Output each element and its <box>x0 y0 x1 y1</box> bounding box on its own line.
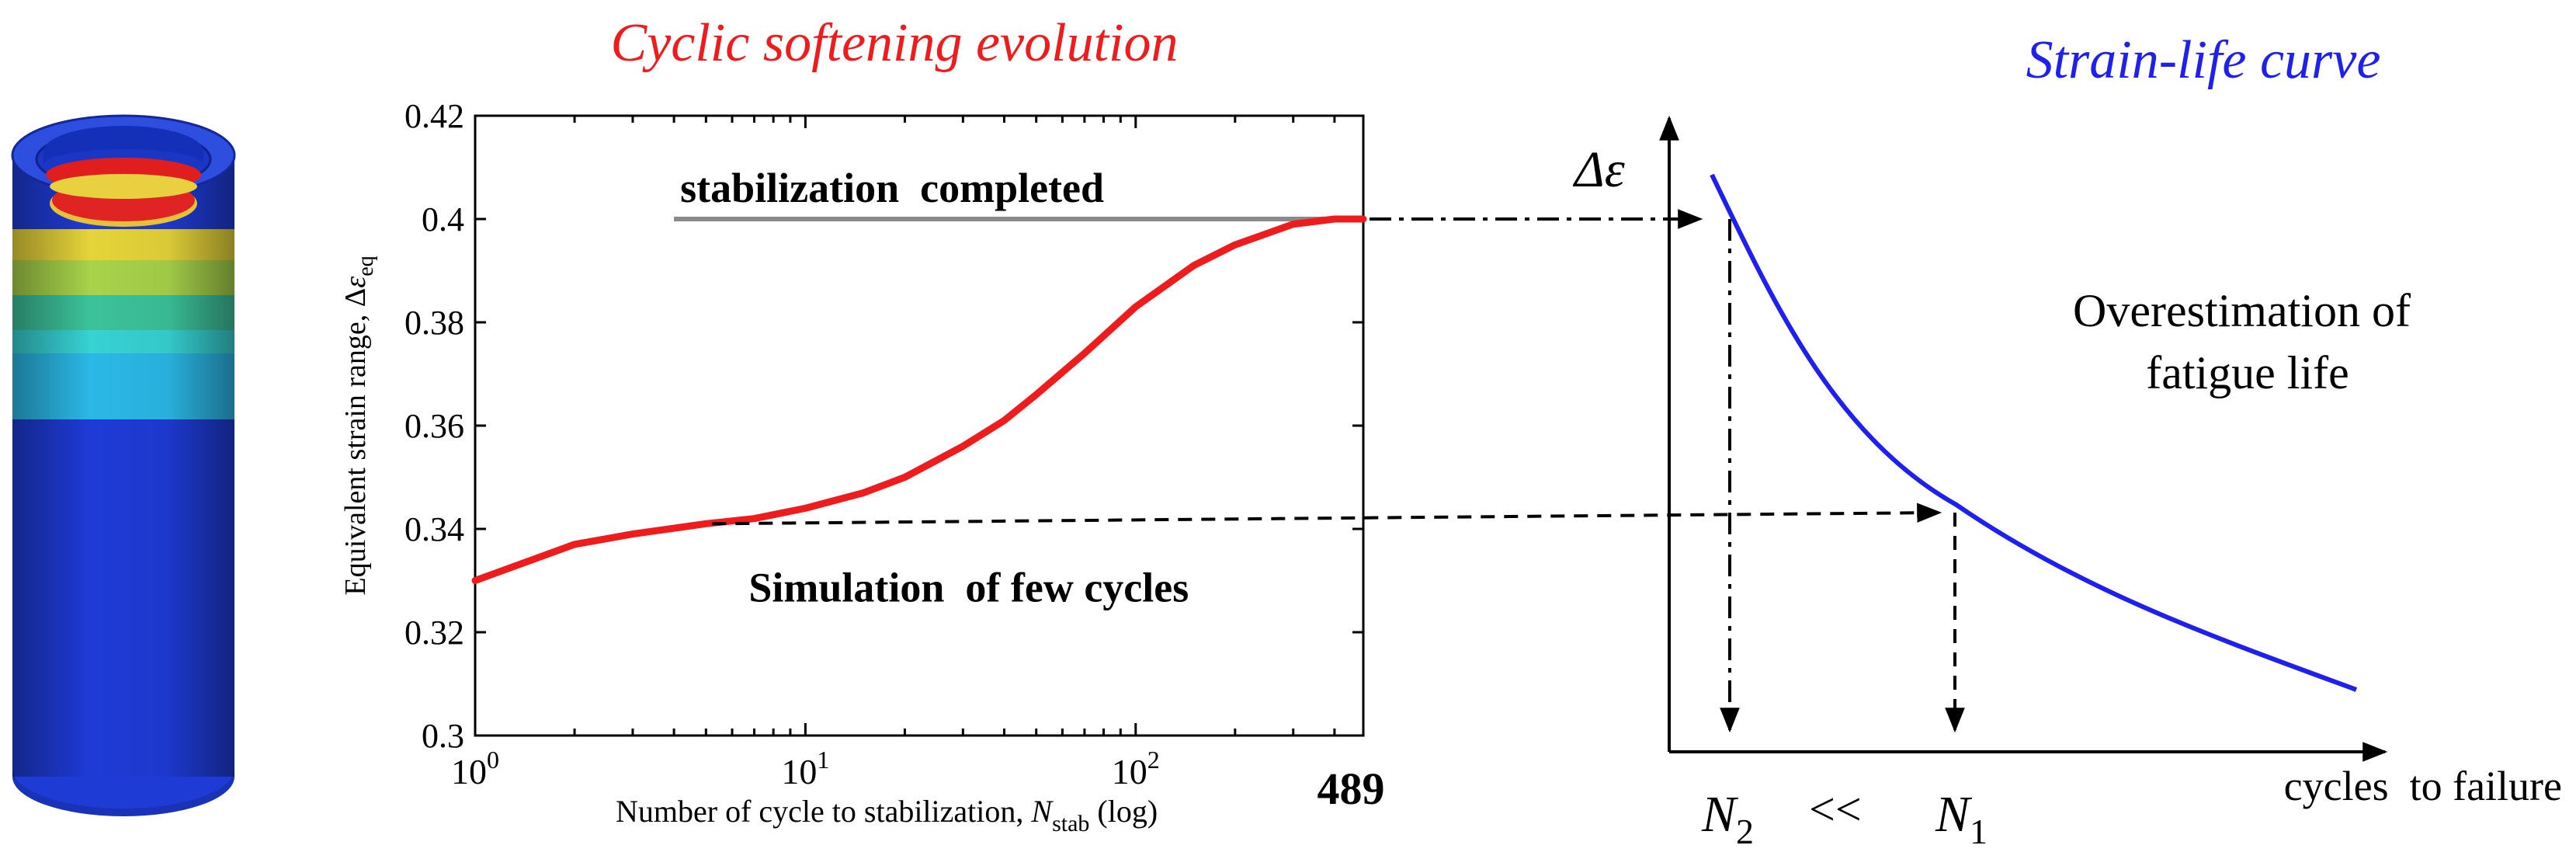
cylinder-inner-yellow <box>50 174 197 199</box>
y-tick-label: 0.38 <box>404 304 464 342</box>
overestimation-label: Overestimation of fatigue life <box>2073 285 2422 398</box>
y-tick-label: 0.34 <box>404 510 464 548</box>
strain-life-plot: Δε Overestimation of fatigue life N2 << … <box>1572 115 2562 851</box>
cylinder-specimen-illustration <box>11 114 236 816</box>
stabilization-completed-label: stabilization completed <box>680 165 1104 211</box>
softening-y-axis-label: Equivalent strain range, Δεeq <box>339 256 378 595</box>
n1-label: N1 <box>1935 786 1988 851</box>
softening-y-ticks: 0.3 0.32 0.34 0.36 0.38 0.4 0.42 <box>404 97 1363 755</box>
stabilization-cycles-value: 489 <box>1318 763 1385 814</box>
strain-life-curve <box>1710 173 2358 692</box>
softening-x-ticks: 100 101 102 <box>451 116 1336 791</box>
n2-label: N2 <box>1701 786 1754 851</box>
x-tick-label: 100 <box>451 746 499 791</box>
y-tick-label: 0.32 <box>404 614 464 652</box>
softening-plot: 0.3 0.32 0.34 0.36 0.38 0.4 0.42 100 101 102 sta… <box>404 97 1367 791</box>
right-chart-title: Strain-life curve <box>2026 30 2381 90</box>
much-less-than-label: << <box>1809 784 1862 835</box>
softening-x-axis-label: Number of cycle to stabilization, Nstab … <box>577 794 1181 836</box>
strain-life-x-axis-label: cycles to failure <box>2284 763 2562 809</box>
y-tick-label: 0.36 <box>404 407 464 445</box>
few-cycles-strain-connector <box>712 503 1942 526</box>
left-chart-title: Cyclic softening evolution <box>611 13 1179 73</box>
y-tick-label: 0.3 <box>422 717 464 755</box>
simulation-few-cycles-label: Simulation of few cycles <box>748 564 1189 610</box>
strain-life-y-axis-label: Δε <box>1572 141 1625 198</box>
y-tick-label: 0.42 <box>404 97 464 135</box>
cyclic-softening-curve <box>471 215 1367 584</box>
x-tick-label: 101 <box>781 746 829 791</box>
x-tick-label: 102 <box>1112 746 1160 791</box>
y-tick-label: 0.4 <box>422 200 464 238</box>
